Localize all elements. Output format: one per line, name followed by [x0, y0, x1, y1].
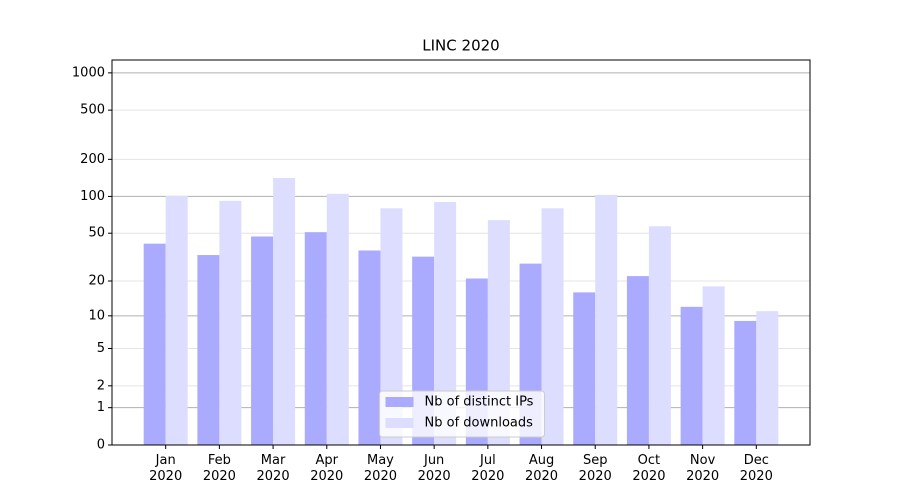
- x-tick-label: Jun 2020: [417, 453, 451, 484]
- bar: [434, 202, 457, 445]
- bar: [251, 236, 274, 445]
- y-tick-label: 5: [97, 341, 105, 356]
- chart-title: LINC 2020: [422, 37, 499, 55]
- bar: [219, 200, 242, 445]
- bar: [273, 178, 296, 446]
- y-tick-label: 1: [97, 400, 105, 415]
- legend-label: Nb of distinct IPs: [425, 395, 534, 410]
- x-tick-label: Nov 2020: [686, 453, 720, 484]
- bar: [143, 243, 166, 445]
- plot-frame: [111, 59, 811, 446]
- x-tick-label: May 2020: [363, 453, 397, 484]
- bar: [595, 194, 618, 445]
- bar: [756, 311, 779, 445]
- bar: [702, 286, 725, 445]
- x-tick-label: Dec 2020: [739, 453, 773, 484]
- bar: [304, 232, 327, 445]
- legend-swatch: [385, 418, 414, 428]
- y-tick-label: 100: [80, 189, 105, 204]
- legend-label: Nb of downloads: [425, 416, 534, 431]
- x-tick-label: Aug 2020: [524, 453, 559, 484]
- bar: [626, 276, 649, 445]
- y-tick-label: 2: [97, 378, 105, 393]
- y-tick-label: 500: [80, 103, 105, 118]
- y-tick-label: 200: [80, 152, 105, 167]
- x-tick-label: Apr 2020: [310, 453, 344, 484]
- x-tick-label: Sep 2020: [578, 453, 612, 484]
- x-tick-label: Jul 2020: [471, 453, 505, 484]
- x-tick-label: Feb 2020: [202, 453, 236, 484]
- x-tick-label: Jan 2020: [149, 453, 183, 484]
- bar: [573, 292, 596, 445]
- y-tick-label: 50: [88, 226, 105, 241]
- y-tick-label: 20: [88, 274, 105, 289]
- legend-box: [379, 390, 545, 438]
- legend: Nb of distinct IPs Nb of downloads: [379, 390, 545, 438]
- bar: [487, 220, 510, 445]
- y-tick-label: 0: [97, 438, 105, 453]
- bar: [680, 306, 703, 445]
- bar: [541, 208, 564, 445]
- y-tick-label: 1000: [72, 65, 105, 80]
- y-tick-label: 10: [88, 308, 105, 323]
- bar: [380, 208, 403, 445]
- bar: [648, 226, 671, 445]
- bar: [326, 193, 349, 445]
- x-tick-label: Oct 2020: [632, 453, 666, 484]
- bar: [197, 255, 220, 445]
- bar: [358, 250, 381, 445]
- legend-swatch: [385, 397, 414, 407]
- bar: [165, 195, 188, 445]
- bar: [734, 320, 757, 445]
- x-tick-label: Mar 2020: [256, 453, 290, 484]
